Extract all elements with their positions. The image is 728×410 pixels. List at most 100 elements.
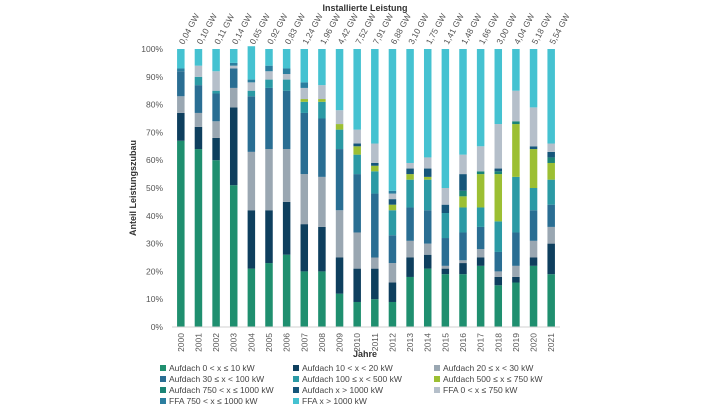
bar-segment [494,49,503,125]
bar-segment [300,271,309,327]
legend-label: FFA x > 1000 kW [302,396,367,406]
bar-segment [423,254,432,269]
bar-segment [529,188,538,211]
bar-segment [441,238,450,266]
legend-swatch [160,398,166,404]
bar-segment [494,271,503,277]
bar-segment [247,82,256,91]
bar-segment [282,68,291,75]
top-axis-title: Installierte Leistung [322,3,407,13]
legend-swatch [160,365,166,371]
bar-segment [353,49,361,130]
bar-segment [441,188,450,205]
bar-segment [318,101,326,119]
y-tick-label: 30% [146,239,163,249]
bar-segment [476,249,485,258]
x-tick-label: 2010 [352,333,362,352]
legend-swatch [434,376,440,382]
y-tick-label: 90% [146,72,163,82]
x-tick-label: 2020 [529,333,539,352]
bar-segment [423,268,432,327]
bar-segment [177,71,185,97]
x-tick-label: 2021 [546,333,556,352]
bar-segment [388,193,397,200]
bar-segment [529,149,538,188]
bar-segment [371,165,379,172]
bar-segment [194,65,203,77]
bar-segment [547,143,555,152]
bar-segment [476,174,485,208]
legend-label: FFA 750 < x ≤ 1000 kW [169,396,258,406]
bar-segment [547,49,555,144]
bar-segment [494,221,503,252]
bar-segment [459,232,467,261]
bar-segment [212,90,220,94]
bar-segment [476,49,485,147]
bar-segment [335,110,344,125]
x-tick-label: 2000 [176,333,186,352]
x-tick-label: 2012 [388,333,398,352]
bar-segment [177,112,185,141]
bar-segment [547,204,555,227]
bar-segment [335,49,344,111]
bar-segment [512,282,520,327]
bar-segment [388,49,397,191]
bar-segment [441,265,450,269]
bar-segment [512,232,520,266]
bar-segment [459,196,467,208]
bar-segment [353,268,361,302]
bar-segment [529,49,538,108]
legend-swatch [160,376,166,382]
bar-segment [300,112,309,175]
bar-segment [494,171,503,175]
bar-segment [406,179,414,208]
legend-label: Aufdach 30 ≤ x < 100 kW [169,374,264,384]
bar-segment [459,154,467,175]
bar-segment [423,49,432,158]
bar-segment [388,263,397,283]
bar-segment [353,143,361,147]
legend-label: Aufdach 0 < x ≤ 10 kW [169,363,255,373]
y-tick-label: 100% [141,44,163,54]
bar-segment [353,232,361,269]
bar-segment [247,210,256,269]
legend-swatch [160,387,166,393]
bar-segment [547,243,555,275]
bar-segment [212,137,220,161]
legend-label: Aufdach 500 ≤ x ≤ 750 kW [443,374,543,384]
bar-segment [229,62,238,66]
bar-segment [371,299,379,327]
bar-segment [229,49,238,63]
bar-segment [547,151,555,158]
bar-segment [512,124,520,177]
bar-segment [459,274,467,327]
bar-segment [529,265,538,327]
bar-segment [388,199,397,205]
y-tick-label: 0% [151,322,164,332]
x-tick-label: 2004 [246,333,256,352]
bar-segment [194,49,203,66]
bar-segment [212,93,220,122]
bar-segment [406,207,414,241]
x-tick-label: 2014 [423,333,433,352]
bar-segment [494,285,503,327]
bar-segment [177,68,185,72]
y-tick-label: 80% [146,100,163,110]
capacity-labels: 0,04 GW0,10 GW0,11 GW0,14 GW0,65 GW0,92 … [177,12,572,46]
legend-swatch [293,398,299,404]
y-axis-title: Anteil Leistungszubau [128,140,138,236]
bar-segment [371,162,379,166]
legend-label: Aufdach 750 < x ≤ 1000 kW [169,385,274,395]
bar-segment [406,174,414,180]
bar-segment [247,268,256,327]
bar-segment [388,204,397,211]
bar-segment [335,129,344,150]
bar-segment [512,276,520,283]
bar-segment [318,118,326,177]
bar-segment [476,226,485,250]
bar-segment [547,179,555,205]
legend-swatch [293,365,299,371]
bar-segment [512,49,520,91]
bar-segment [265,87,273,150]
